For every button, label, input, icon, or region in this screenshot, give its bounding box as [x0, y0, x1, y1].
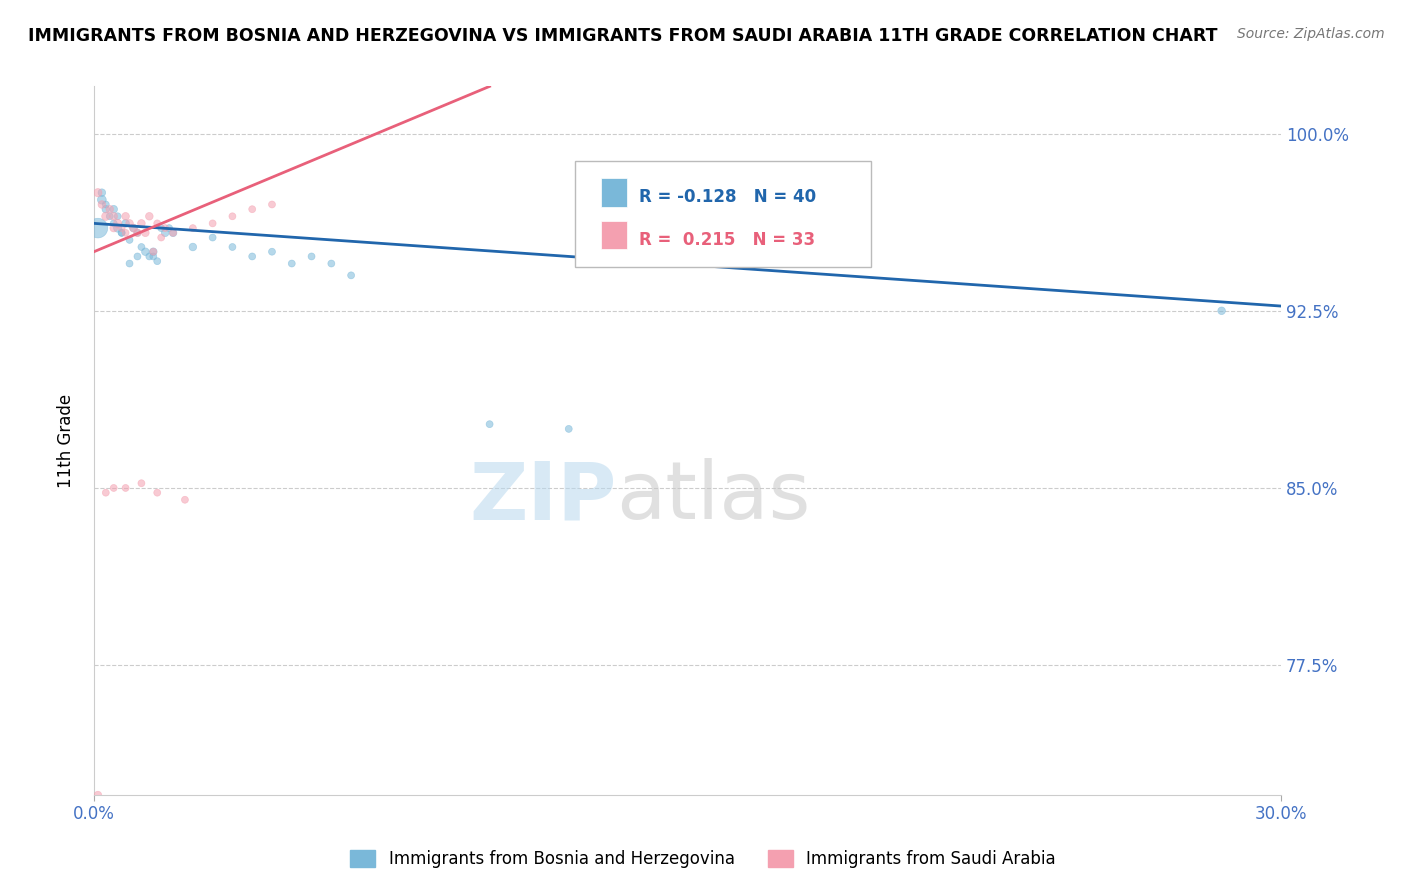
Point	[114, 226, 136, 240]
Point	[87, 221, 110, 235]
Point	[150, 230, 173, 244]
Point	[478, 417, 501, 432]
Point	[134, 226, 156, 240]
Point	[114, 481, 136, 495]
Point	[111, 221, 134, 235]
Point	[321, 256, 343, 270]
Point	[103, 209, 125, 223]
Y-axis label: 11th Grade: 11th Grade	[58, 393, 75, 488]
Point	[240, 202, 263, 217]
Point	[142, 249, 165, 263]
Text: R = -0.128   N = 40: R = -0.128 N = 40	[638, 188, 815, 206]
Point	[134, 244, 156, 259]
Point	[94, 485, 117, 500]
Point	[146, 254, 169, 268]
Bar	[600, 178, 627, 207]
Point	[103, 481, 125, 495]
Point	[94, 202, 117, 217]
Point	[181, 221, 204, 235]
Point	[162, 226, 184, 240]
Point	[221, 209, 243, 223]
Point	[127, 226, 149, 240]
Point	[131, 240, 153, 254]
Point	[87, 788, 110, 802]
Text: IMMIGRANTS FROM BOSNIA AND HERZEGOVINA VS IMMIGRANTS FROM SAUDI ARABIA 11TH GRAD: IMMIGRANTS FROM BOSNIA AND HERZEGOVINA V…	[28, 27, 1218, 45]
Point	[201, 230, 224, 244]
Point	[127, 249, 149, 263]
Point	[118, 233, 141, 247]
Point	[94, 209, 117, 223]
Point	[142, 244, 165, 259]
Point	[301, 249, 323, 263]
Point	[153, 221, 176, 235]
Point	[103, 221, 125, 235]
Point	[240, 249, 263, 263]
Bar	[600, 220, 627, 249]
Point	[118, 256, 141, 270]
Point	[107, 221, 129, 235]
Point	[138, 249, 160, 263]
FancyBboxPatch shape	[575, 161, 872, 267]
Point	[142, 244, 165, 259]
Point	[201, 216, 224, 230]
Point	[281, 256, 304, 270]
Point	[131, 216, 153, 230]
Point	[111, 226, 134, 240]
Point	[122, 221, 145, 235]
Point	[146, 216, 169, 230]
Point	[107, 216, 129, 230]
Text: R =  0.215   N = 33: R = 0.215 N = 33	[638, 231, 815, 249]
Point	[131, 476, 153, 491]
Point	[260, 244, 283, 259]
Point	[1211, 303, 1233, 318]
Point	[114, 209, 136, 223]
Point	[558, 422, 581, 436]
Legend: Immigrants from Bosnia and Herzegovina, Immigrants from Saudi Arabia: Immigrants from Bosnia and Herzegovina, …	[343, 843, 1063, 875]
Point	[98, 202, 121, 217]
Text: atlas: atlas	[616, 458, 811, 536]
Point	[90, 193, 112, 207]
Point	[90, 186, 112, 200]
Point	[107, 209, 129, 223]
Point	[150, 221, 173, 235]
Point	[138, 209, 160, 223]
Point	[87, 186, 110, 200]
Point	[153, 226, 176, 240]
Point	[174, 492, 197, 507]
Point	[162, 226, 184, 240]
Point	[127, 226, 149, 240]
Point	[260, 197, 283, 211]
Point	[157, 221, 180, 235]
Text: Source: ZipAtlas.com: Source: ZipAtlas.com	[1237, 27, 1385, 41]
Point	[94, 197, 117, 211]
Point	[98, 209, 121, 223]
Point	[103, 216, 125, 230]
Point	[111, 226, 134, 240]
Text: ZIP: ZIP	[470, 458, 616, 536]
Point	[114, 216, 136, 230]
Point	[122, 221, 145, 235]
Point	[221, 240, 243, 254]
Point	[340, 268, 363, 283]
Point	[181, 240, 204, 254]
Point	[103, 202, 125, 217]
Point	[90, 197, 112, 211]
Point	[118, 216, 141, 230]
Point	[146, 485, 169, 500]
